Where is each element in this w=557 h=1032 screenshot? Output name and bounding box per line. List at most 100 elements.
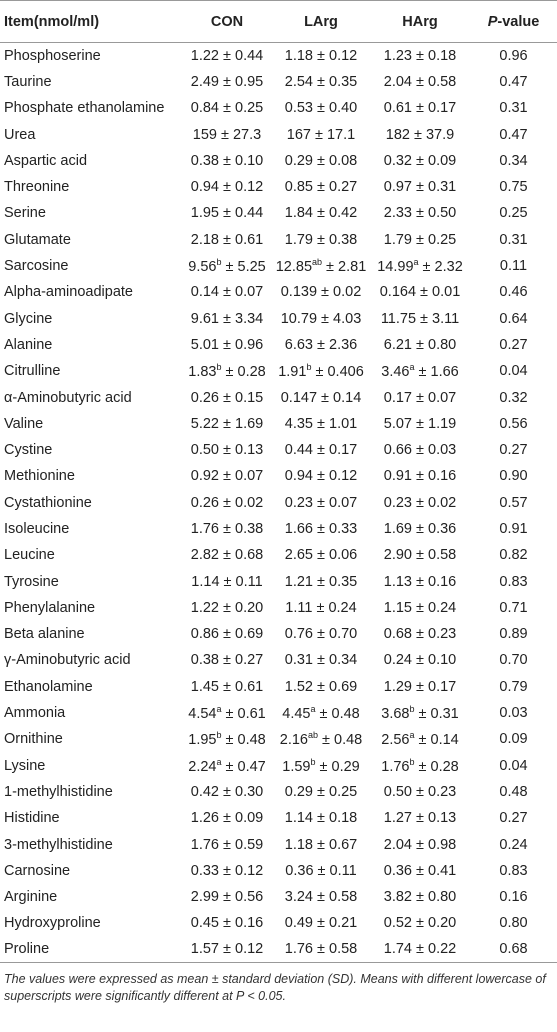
table-row: Glutamate 2.18 ± 0.61 1.79 ± 0.38 1.79 ± 0.…: [0, 227, 557, 253]
cell: 2.54 ± 0.35: [284, 73, 358, 90]
cell: 4.35 ± 1.01: [284, 415, 358, 432]
cell: 0.61 ± 0.17: [383, 100, 457, 117]
table-row: Cystine 0.50 ± 0.13 0.44 ± 0.17 0.66 ± 0.03…: [0, 437, 557, 463]
superscript: a: [310, 704, 316, 715]
cell: 4.54a ± 0.61: [182, 700, 272, 726]
cell: 1.15 ± 0.24: [383, 599, 457, 616]
cell: 0.26 ± 0.15: [190, 389, 264, 406]
mean: 3.46: [381, 364, 410, 381]
cell: 1.95b ± 0.48: [182, 726, 272, 752]
table-row: Beta alanine 0.86 ± 0.69 0.76 ± 0.70 0.68 ±…: [0, 621, 557, 647]
table-row: Glycine 9.61 ± 3.34 10.79 ± 4.03 11.75 ± 3.…: [0, 305, 557, 331]
superscript: a: [413, 257, 419, 268]
table-row: Isoleucine 1.76 ± 0.38 1.66 ± 0.33 1.69 ± 0…: [0, 516, 557, 542]
cell: 0.53 ± 0.40: [284, 100, 358, 117]
sd: ± 0.61: [221, 705, 266, 722]
cell: 6.63 ± 2.36: [284, 336, 358, 353]
row-label: Arginine: [4, 889, 58, 906]
cell: 1.21 ± 0.35: [284, 573, 358, 590]
mean: 4.54: [188, 705, 217, 722]
cell: 0.86 ± 0.69: [190, 626, 264, 643]
cell: 9.56b ± 5.25: [182, 253, 272, 279]
row-label: Alpha-aminoadipate: [4, 284, 133, 301]
mean: 3.68: [381, 705, 410, 722]
sd: ± 0.48: [315, 705, 360, 722]
cell: 1.22 ± 0.44: [190, 47, 264, 64]
cell: 2.16ab ± 0.48: [272, 726, 370, 752]
row-label: Phosphoserine: [4, 47, 101, 64]
superscript: b: [409, 756, 415, 767]
cell: 11.75 ± 3.11: [380, 310, 460, 327]
mean: 1.59: [282, 758, 311, 775]
table-row: Proline 1.57 ± 0.12 1.76 ± 0.58 1.74 ± 0.22…: [0, 936, 557, 964]
row-label: Hydroxyproline: [4, 915, 101, 932]
row-label: Ammonia: [4, 705, 66, 722]
cell: 0.80: [499, 915, 528, 932]
cell: 0.32 ± 0.09: [383, 152, 457, 169]
cell: 0.46: [499, 284, 528, 301]
mean: 1.95: [188, 732, 217, 749]
cell: 9.61 ± 3.34: [190, 310, 264, 327]
row-label: Methionine: [4, 468, 75, 485]
sd: ± 0.14: [414, 732, 459, 749]
table-row: Leucine 2.82 ± 0.68 2.65 ± 0.06 2.90 ± 0.58…: [0, 542, 557, 568]
superscript: ab: [312, 257, 323, 268]
table-row: Cystathionine 0.26 ± 0.02 0.23 ± 0.07 0.23 …: [0, 490, 557, 516]
cell: 3.46a ± 1.66: [370, 358, 470, 384]
cell: 1.91b ± 0.406: [272, 358, 370, 384]
cell: 0.85 ± 0.27: [284, 179, 358, 196]
cell: 0.66 ± 0.03: [383, 442, 457, 459]
table-row: Phosphate ethanolamine 0.84 ± 0.25 0.53 ± …: [0, 95, 557, 121]
row-label: Lysine: [4, 757, 46, 774]
cell: 0.94 ± 0.12: [284, 468, 358, 485]
cell: 0.45 ± 0.16: [190, 915, 264, 932]
superscript: a: [216, 704, 222, 715]
cell: 2.65 ± 0.06: [284, 547, 358, 564]
cell: 0.33 ± 0.12: [190, 862, 264, 879]
cell: 0.27: [499, 336, 528, 353]
mean: 2.16: [279, 732, 308, 749]
cell: 0.82: [499, 547, 528, 564]
cell: 0.89: [499, 626, 528, 643]
cell: 1.18 ± 0.67: [284, 836, 358, 853]
cell: 0.49 ± 0.21: [284, 915, 358, 932]
cell: 0.92 ± 0.07: [190, 468, 264, 485]
sd: ± 2.32: [418, 258, 463, 275]
sd: ± 0.29: [315, 758, 360, 775]
row-label: Leucine: [4, 547, 55, 564]
cell: 159 ± 27.3: [192, 126, 262, 143]
table-row: Urea 159 ± 27.3 167 ± 17.1 182 ± 37.9 0.47: [0, 121, 557, 147]
row-label: Carnosine: [4, 862, 71, 879]
sd: ± 0.31: [414, 705, 459, 722]
table-row: Alpha-aminoadipate 0.14 ± 0.07 0.139 ± 0.0…: [0, 279, 557, 305]
cell: 3.82 ± 0.80: [383, 889, 457, 906]
table-body: Phosphoserine 1.22 ± 0.44 1.18 ± 0.12 1.23 …: [0, 43, 557, 964]
cell: 0.64: [499, 310, 528, 327]
cell: 3.68b ± 0.31: [370, 700, 470, 726]
cell: 1.45 ± 0.61: [190, 678, 264, 695]
mean: 1.76: [381, 758, 410, 775]
table-row: Aspartic acid 0.38 ± 0.10 0.29 ± 0.08 0.32 …: [0, 148, 557, 174]
cell: 0.57: [499, 494, 528, 511]
cell: 1.69 ± 0.36: [383, 520, 457, 537]
cell: 0.23 ± 0.02: [383, 494, 457, 511]
footnote: The values were expressed as mean ± stan…: [4, 972, 546, 1004]
cell: 0.24: [499, 836, 528, 853]
mean: 9.56: [188, 258, 217, 275]
italic-text: P: [487, 13, 498, 30]
sd: ± 0.47: [221, 758, 266, 775]
table-row: Taurine 2.49 ± 0.95 2.54 ± 0.35 2.04 ± 0.58…: [0, 69, 557, 95]
cell: 0.26 ± 0.02: [190, 494, 264, 511]
cell: 1.95 ± 0.44: [190, 205, 264, 222]
cell: 1.14 ± 0.11: [191, 573, 263, 590]
cell: 2.99 ± 0.56: [190, 889, 264, 906]
cell: 0.83: [499, 573, 528, 590]
superscript: ab: [307, 730, 318, 741]
table-row: Valine 5.22 ± 1.69 4.35 ± 1.01 5.07 ± 1.19 0…: [0, 411, 557, 437]
superscript: b: [216, 257, 222, 268]
cell: 1.76b ± 0.28: [370, 753, 470, 779]
column-header: P-value: [470, 0, 557, 43]
cell: 0.09: [499, 731, 528, 748]
superscript: b: [409, 704, 415, 715]
